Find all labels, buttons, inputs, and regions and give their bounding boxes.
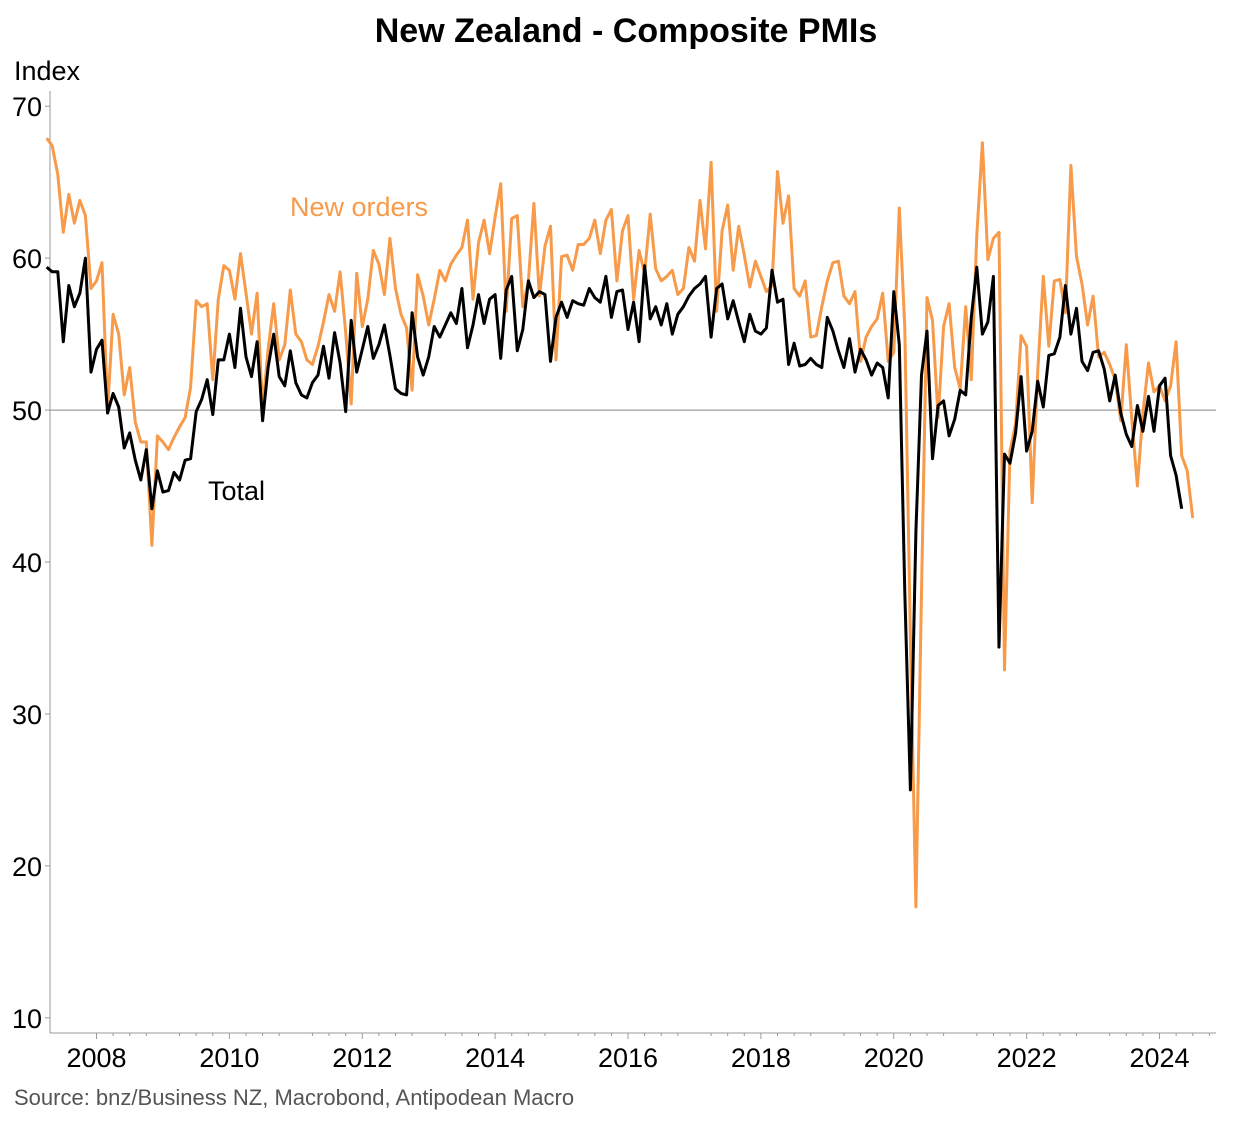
y-tick-label: 30 xyxy=(12,700,42,730)
y-tick-label: 60 xyxy=(12,244,42,274)
x-tick-label: 2022 xyxy=(997,1043,1057,1073)
series-label-total: Total xyxy=(208,476,265,506)
y-tick-label: 50 xyxy=(12,396,42,426)
x-tick-label: 2016 xyxy=(598,1043,658,1073)
series-label-new-orders: New orders xyxy=(290,192,428,222)
x-tick-label: 2012 xyxy=(332,1043,392,1073)
series-lines xyxy=(45,137,1195,909)
y-tick-label: 70 xyxy=(12,92,42,122)
y-tick-label: 20 xyxy=(12,852,42,882)
x-tick-label: 2014 xyxy=(465,1043,525,1073)
x-tick-label: 2024 xyxy=(1129,1043,1189,1073)
chart-title: New Zealand - Composite PMIs xyxy=(375,12,878,50)
x-tick-label: 2020 xyxy=(864,1043,924,1073)
series-line-total xyxy=(45,256,1184,792)
series-line-new-orders xyxy=(45,137,1195,909)
y-axis-label: Index xyxy=(14,56,81,86)
y-tick-label: 10 xyxy=(12,1004,42,1034)
x-tick-label: 2008 xyxy=(66,1043,126,1073)
y-tick-label: 40 xyxy=(12,548,42,578)
source-note: Source: bnz/Business NZ, Macrobond, Anti… xyxy=(14,1085,574,1110)
x-tick-label: 2010 xyxy=(199,1043,259,1073)
axes: 10 20 30 40 50 60 70 2008 2010 2012 2014 2016 2018 20… xyxy=(12,91,1216,1073)
x-tick-label: 2018 xyxy=(731,1043,791,1073)
